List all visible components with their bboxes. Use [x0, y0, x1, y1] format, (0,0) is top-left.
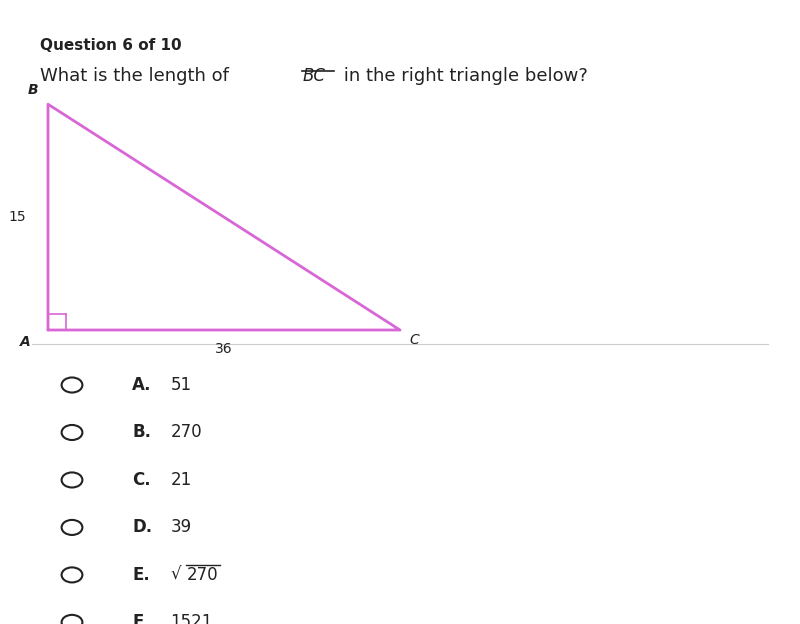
Text: 270: 270 [186, 566, 218, 584]
Text: 21: 21 [170, 471, 192, 489]
Text: √: √ [170, 566, 181, 584]
Text: 51: 51 [170, 376, 191, 394]
Text: Question 6 of 10: Question 6 of 10 [40, 37, 182, 52]
Text: 36: 36 [215, 342, 233, 356]
Text: 15: 15 [9, 210, 26, 224]
Text: 39: 39 [170, 519, 191, 537]
Text: E.: E. [132, 566, 150, 584]
Text: 270: 270 [170, 424, 202, 442]
Text: 1521: 1521 [170, 613, 213, 624]
Text: What is the length of: What is the length of [40, 67, 234, 85]
Text: BC: BC [302, 67, 326, 85]
Text: in the right triangle below?: in the right triangle below? [338, 67, 587, 85]
Text: B.: B. [132, 424, 151, 442]
Text: B: B [28, 83, 38, 97]
Text: A: A [20, 334, 30, 349]
Text: D.: D. [132, 519, 152, 537]
Text: C.: C. [132, 471, 150, 489]
Text: C: C [410, 333, 419, 347]
Text: A.: A. [132, 376, 151, 394]
Text: F.: F. [132, 613, 147, 624]
